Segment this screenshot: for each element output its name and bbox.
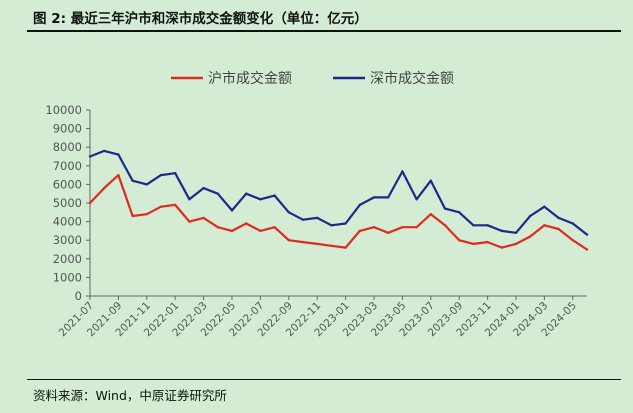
- data-point-1: [174, 172, 177, 175]
- data-point-1: [202, 186, 205, 190]
- data-point-0: [230, 229, 234, 233]
- line-chart: 沪市成交金额 深市成交金额 0 1000 2000 3000 4000 5000 6000 7…: [45, 70, 589, 339]
- data-point-0: [472, 242, 475, 246]
- data-point-1: [529, 214, 532, 218]
- data-point-1: [585, 233, 589, 236]
- data-point-0: [500, 246, 503, 249]
- y-tick-label: 4000: [53, 215, 82, 229]
- figure-title: 图 2: 最近三年沪市和深市成交金额变化（单位：亿元）: [33, 11, 368, 27]
- data-point-0: [514, 242, 518, 246]
- data-point-1: [145, 183, 148, 186]
- y-tick-label: 5000: [53, 196, 82, 210]
- data-point-1: [230, 209, 234, 212]
- y-tick-label: 9000: [53, 122, 82, 136]
- data-point-0: [571, 239, 574, 242]
- data-point-1: [458, 211, 461, 214]
- y-tick-label: 0: [75, 289, 82, 303]
- data-point-1: [472, 224, 475, 227]
- data-point-1: [216, 192, 219, 195]
- data-point-0: [387, 231, 390, 234]
- data-point-1: [372, 196, 376, 199]
- data-point-1: [245, 192, 248, 195]
- data-point-1: [159, 173, 163, 177]
- data-point-1: [301, 218, 305, 221]
- data-point-1: [415, 198, 418, 201]
- data-point-0: [202, 216, 205, 220]
- data-point-0: [557, 227, 560, 231]
- data-point-1: [88, 155, 92, 158]
- data-point-1: [344, 222, 347, 225]
- data-point-0: [188, 220, 191, 223]
- data-point-0: [174, 203, 177, 207]
- data-point-0: [131, 214, 134, 218]
- legend-label-sh: 沪市成交金额: [208, 70, 292, 87]
- data-point-1: [316, 216, 319, 220]
- data-point-0: [316, 242, 319, 246]
- x-axis: 2021-072021-092021-112022-012022-032022-…: [57, 295, 587, 339]
- data-point-1: [358, 203, 361, 207]
- data-point-0: [443, 224, 447, 227]
- data-point-1: [131, 179, 134, 182]
- data-point-0: [287, 239, 290, 242]
- data-point-0: [103, 186, 106, 190]
- y-tick-label: 2000: [53, 252, 82, 266]
- data-point-1: [273, 194, 276, 197]
- data-point-0: [529, 235, 532, 238]
- data-point-0: [458, 239, 461, 242]
- data-point-0: [245, 222, 248, 225]
- data-point-1: [543, 205, 546, 208]
- source-rule: [27, 379, 621, 380]
- data-point-1: [514, 231, 518, 234]
- data-point-0: [88, 201, 92, 205]
- data-point-0: [372, 226, 376, 229]
- data-point-0: [301, 240, 305, 244]
- data-point-1: [117, 153, 120, 156]
- data-point-0: [330, 244, 333, 247]
- data-point-1: [429, 179, 432, 182]
- data-point-0: [159, 205, 163, 208]
- data-point-1: [387, 196, 390, 199]
- data-point-1: [571, 222, 574, 225]
- y-tick-label: 10000: [45, 103, 82, 117]
- y-tick-label: 8000: [53, 140, 82, 154]
- series-line-0: [89, 174, 588, 251]
- series-layer: [88, 149, 589, 251]
- data-point-0: [429, 213, 432, 216]
- data-point-0: [145, 213, 148, 216]
- data-point-0: [216, 226, 219, 229]
- source-note: 资料来源：Wind，中原证券研究所: [33, 388, 227, 403]
- data-point-1: [486, 224, 489, 227]
- y-axis: 0 1000 2000 3000 4000 5000 6000 7000 8000 9000 100…: [45, 103, 91, 303]
- data-point-0: [259, 229, 262, 233]
- legend: 沪市成交金额 深市成交金额: [171, 70, 454, 87]
- data-point-1: [500, 229, 503, 233]
- legend-label-sz: 深市成交金额: [370, 70, 454, 87]
- title-rule: [27, 30, 621, 32]
- y-tick-label: 6000: [53, 177, 82, 191]
- data-point-1: [188, 198, 191, 201]
- data-point-1: [401, 170, 404, 173]
- data-point-0: [117, 173, 120, 177]
- data-point-1: [287, 211, 290, 214]
- data-point-1: [557, 216, 560, 220]
- y-tick-label: 1000: [53, 270, 82, 284]
- data-point-1: [103, 149, 106, 153]
- data-point-0: [486, 240, 489, 244]
- y-tick-label: 3000: [53, 233, 82, 247]
- series-line-1: [89, 149, 588, 236]
- data-point-1: [330, 224, 333, 227]
- data-point-0: [273, 226, 276, 229]
- data-point-0: [344, 246, 347, 249]
- data-point-0: [543, 224, 546, 227]
- data-point-0: [585, 248, 589, 251]
- data-point-0: [415, 226, 418, 229]
- data-point-0: [358, 229, 361, 233]
- data-point-1: [443, 207, 447, 210]
- data-point-0: [401, 226, 404, 229]
- y-tick-label: 7000: [53, 159, 82, 173]
- data-point-1: [259, 198, 262, 201]
